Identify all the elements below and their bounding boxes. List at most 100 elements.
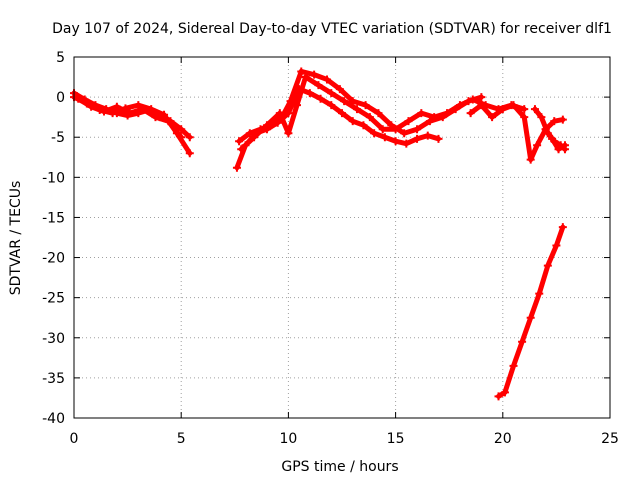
data-point <box>477 93 486 102</box>
data-point <box>526 313 535 322</box>
data-point <box>322 75 331 84</box>
data-point <box>185 133 194 142</box>
series-track-e <box>235 67 486 146</box>
data-point <box>498 105 507 114</box>
data-point <box>380 133 389 142</box>
data-point <box>100 107 109 116</box>
data-point <box>526 155 535 164</box>
data-point <box>404 117 413 126</box>
x-tick-label: 25 <box>601 431 619 447</box>
data-point <box>310 70 319 79</box>
x-tick-label: 20 <box>494 431 512 447</box>
data-point <box>535 289 544 298</box>
y-axis-label: SDTVAR / TECUs <box>8 181 24 296</box>
data-point <box>185 149 194 158</box>
data-point <box>237 145 246 154</box>
data-point <box>533 141 542 150</box>
data-point <box>301 73 310 82</box>
x-tick-label: 0 <box>70 431 79 447</box>
data-point <box>262 121 271 130</box>
x-tick-label: 5 <box>177 431 186 447</box>
series-track-g <box>466 101 567 164</box>
data-point <box>520 105 529 114</box>
series-track-i <box>541 125 569 154</box>
data-point <box>250 133 259 142</box>
data-point <box>530 105 539 114</box>
y-tick-label: -25 <box>42 291 65 307</box>
data-point <box>468 95 477 104</box>
data-point <box>177 133 186 142</box>
data-point <box>500 388 509 397</box>
series-track-f <box>237 73 529 154</box>
data-point <box>235 137 244 146</box>
data-point <box>365 113 374 122</box>
data-point <box>494 392 503 401</box>
y-tick-label: 5 <box>56 50 65 66</box>
data-point <box>554 145 563 154</box>
x-tick-label: 15 <box>387 431 405 447</box>
data-point <box>378 125 387 134</box>
data-layer <box>70 67 569 401</box>
data-point <box>548 134 557 143</box>
data-point <box>434 134 443 143</box>
data-point <box>314 81 323 90</box>
data-point <box>361 101 370 110</box>
series-trace <box>543 126 568 152</box>
data-point <box>340 97 349 106</box>
data-point <box>520 113 529 122</box>
data-point <box>518 337 527 346</box>
data-point <box>177 125 186 134</box>
data-point <box>509 361 518 370</box>
x-axis-label: GPS time / hours <box>281 459 398 475</box>
series-track-c <box>74 94 186 142</box>
data-point <box>430 113 439 122</box>
data-point <box>417 109 426 118</box>
data-point <box>374 109 383 118</box>
data-point <box>423 131 432 140</box>
data-point <box>327 89 336 98</box>
tick-layer: 5 0 -5 -10 -15 -20 -25 -30 -35 -40 0 5 10 15 20 25 <box>42 50 619 447</box>
data-point <box>370 129 379 138</box>
data-point <box>327 101 336 110</box>
data-point <box>335 85 344 94</box>
data-point <box>286 97 295 106</box>
data-point <box>541 125 550 134</box>
data-point <box>112 102 121 111</box>
data-point <box>552 241 561 250</box>
y-tick-label: 0 <box>56 90 65 106</box>
data-point <box>466 109 475 118</box>
data-point <box>348 117 357 126</box>
data-point <box>550 117 559 126</box>
data-point <box>543 261 552 270</box>
y-tick-label: -15 <box>42 210 65 226</box>
data-point <box>413 125 422 134</box>
data-point <box>297 67 306 76</box>
data-point <box>391 137 400 146</box>
series-trace <box>496 224 566 399</box>
data-point <box>284 129 293 138</box>
data-point <box>455 101 464 110</box>
data-point <box>488 113 497 122</box>
data-point <box>316 94 325 103</box>
y-tick-label: -10 <box>42 170 65 186</box>
y-tick-label: -30 <box>42 331 65 347</box>
data-point <box>275 109 284 118</box>
data-point <box>558 223 567 232</box>
chart-title: Day 107 of 2024, Sidereal Day-to-day VTE… <box>52 21 612 37</box>
data-point <box>292 101 301 110</box>
data-point <box>338 109 346 118</box>
data-point <box>125 109 134 118</box>
grid-layer <box>74 57 610 418</box>
data-point <box>413 134 422 143</box>
data-point <box>87 102 96 111</box>
data-point <box>138 105 147 114</box>
data-point <box>74 94 83 103</box>
data-point <box>537 113 546 122</box>
x-tick-label: 10 <box>279 431 297 447</box>
series-track-j <box>494 223 567 401</box>
data-point <box>232 163 241 172</box>
data-point <box>359 121 368 130</box>
y-tick-label: -35 <box>42 371 65 387</box>
y-tick-label: -40 <box>42 411 65 427</box>
